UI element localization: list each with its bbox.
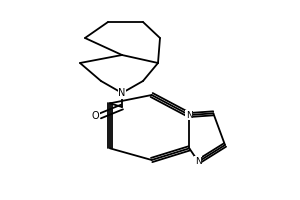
Text: O: O (91, 111, 99, 121)
Text: N: N (186, 110, 193, 119)
Text: N: N (195, 157, 202, 166)
Text: N: N (118, 88, 126, 98)
